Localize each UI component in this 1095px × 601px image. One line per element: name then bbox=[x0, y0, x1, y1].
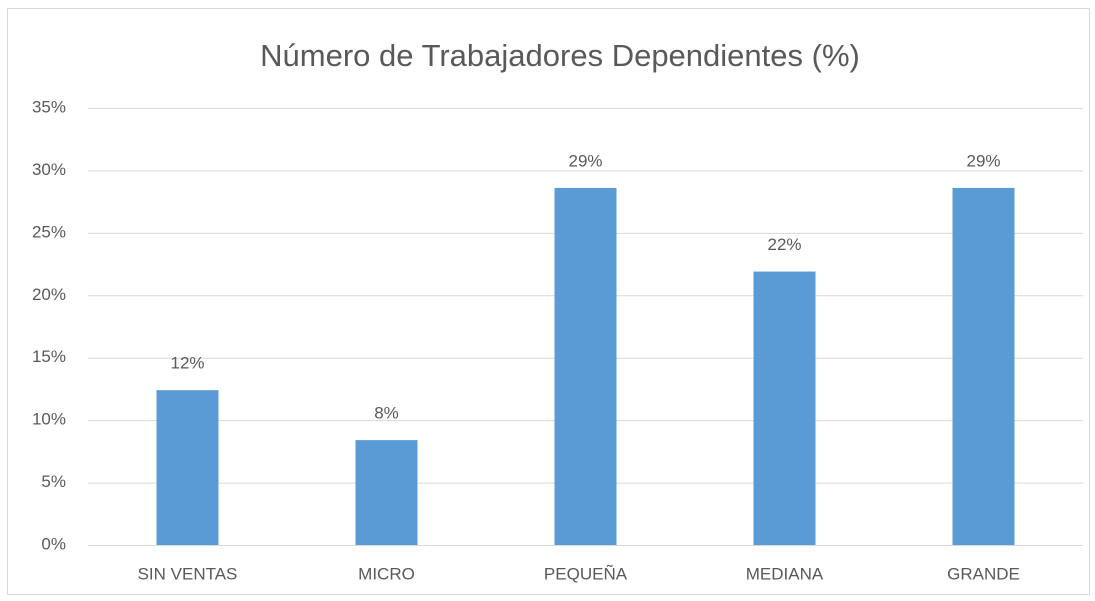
x-tick-label: GRANDE bbox=[947, 564, 1020, 583]
bar bbox=[355, 440, 418, 545]
x-tick-label: MEDIANA bbox=[746, 564, 824, 583]
x-tick-label: PEQUEÑA bbox=[544, 564, 628, 583]
bar bbox=[156, 390, 219, 545]
y-tick-label: 30% bbox=[32, 160, 66, 179]
y-tick-label: 25% bbox=[32, 222, 66, 241]
y-tick-label: 0% bbox=[41, 534, 66, 553]
chart-title: Número de Trabajadores Dependientes (%) bbox=[260, 38, 860, 73]
y-tick-label: 15% bbox=[32, 347, 66, 366]
y-tick-label: 20% bbox=[32, 285, 66, 304]
bar bbox=[554, 187, 617, 545]
y-tick-label: 5% bbox=[41, 472, 66, 491]
x-tick-label: MICRO bbox=[358, 564, 415, 583]
data-label: 8% bbox=[374, 404, 399, 423]
data-label: 29% bbox=[568, 151, 602, 170]
bar bbox=[753, 271, 816, 545]
data-label: 22% bbox=[767, 235, 801, 254]
data-label: 29% bbox=[966, 151, 1000, 170]
y-tick-label: 35% bbox=[32, 97, 66, 116]
x-tick-label: SIN VENTAS bbox=[138, 564, 238, 583]
bar bbox=[952, 187, 1015, 545]
y-tick-label: 10% bbox=[32, 410, 66, 429]
data-label: 12% bbox=[170, 354, 204, 373]
